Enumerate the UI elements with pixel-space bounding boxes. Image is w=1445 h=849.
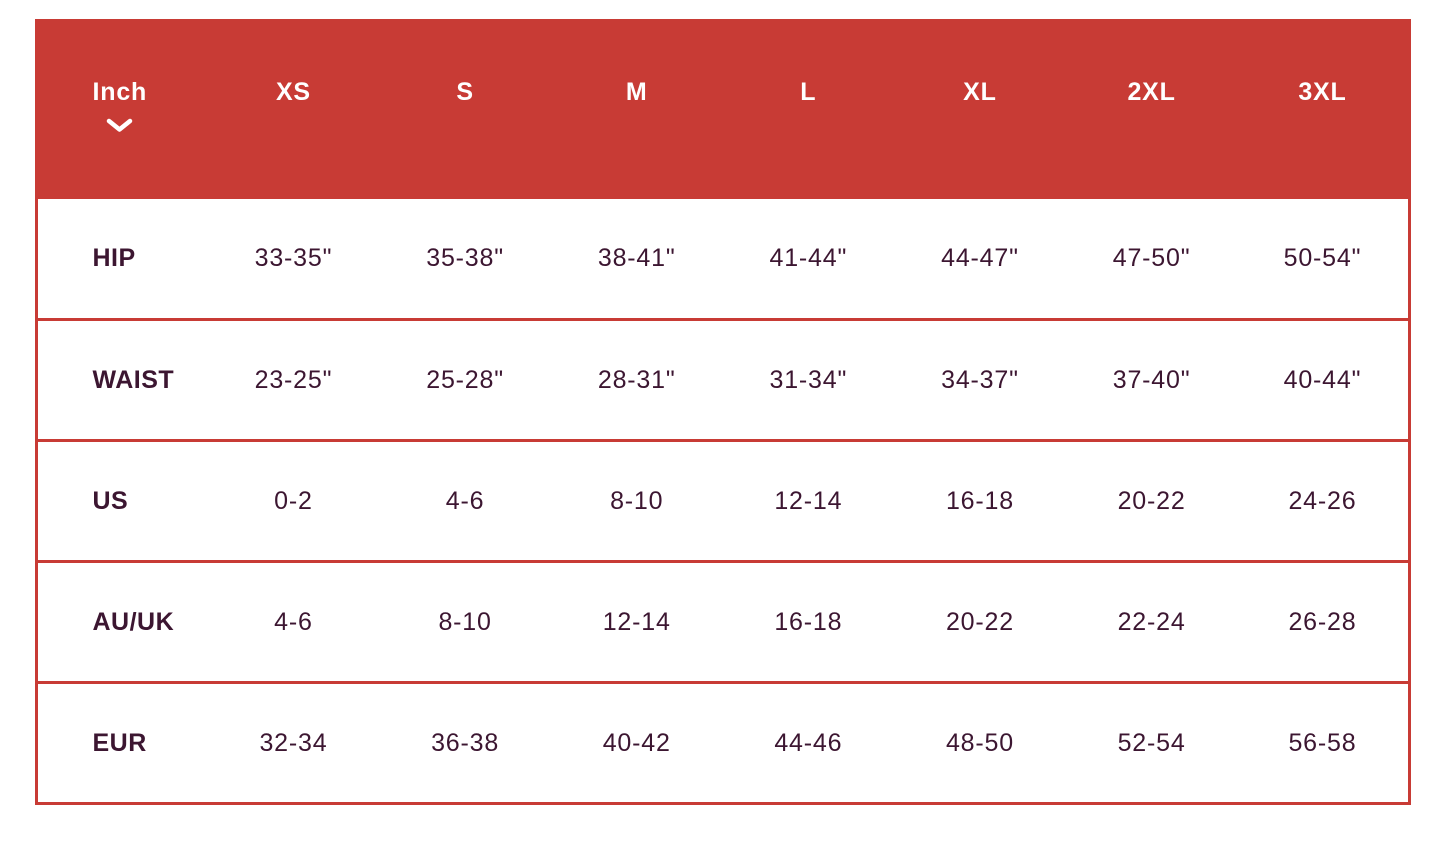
column-header-xs: XS	[207, 20, 380, 199]
row-label: US	[36, 440, 208, 562]
table-row-auuk: AU/UK 4-6 8-10 12-14 16-18 20-22 22-24 2…	[36, 561, 1409, 683]
size-value-cell: 24-26	[1237, 440, 1409, 562]
column-header-label: XS	[275, 78, 311, 107]
size-value-cell: 34-37"	[894, 319, 1066, 441]
size-chart-container: Inch XS S	[34, 19, 1411, 805]
size-value-cell: 40-42	[550, 682, 723, 804]
size-value-cell: 38-41"	[550, 198, 723, 320]
column-header-label: XL	[963, 78, 997, 107]
size-value-cell: 23-25"	[207, 319, 380, 441]
size-value-cell: 22-24	[1065, 561, 1238, 683]
column-header-label: S	[456, 78, 474, 107]
unit-selector-cell[interactable]: Inch	[36, 20, 208, 199]
chevron-down-icon[interactable]	[106, 118, 133, 133]
unit-selector-label[interactable]: Inch	[92, 78, 148, 107]
size-value-cell: 20-22	[1065, 440, 1238, 562]
size-value-cell: 16-18	[894, 440, 1066, 562]
size-value-cell: 48-50	[894, 682, 1066, 804]
size-value-cell: 44-47"	[894, 198, 1066, 320]
unit-selector-icon-slot	[106, 107, 133, 143]
size-value-cell: 44-46	[722, 682, 895, 804]
size-value-cell: 20-22	[894, 561, 1066, 683]
column-header-s: S	[379, 20, 551, 199]
size-value-cell: 12-14	[722, 440, 895, 562]
size-value-cell: 52-54	[1065, 682, 1238, 804]
size-value-cell: 33-35"	[207, 198, 380, 320]
size-value-cell: 36-38	[379, 682, 551, 804]
size-chart-header: Inch XS S	[36, 20, 1409, 199]
size-value-cell: 47-50"	[1065, 198, 1238, 320]
table-row-eur: EUR 32-34 36-38 40-42 44-46 48-50 52-54 …	[36, 682, 1409, 804]
size-value-cell: 50-54"	[1237, 198, 1409, 320]
table-row-waist: WAIST 23-25" 25-28" 28-31" 31-34" 34-37"…	[36, 319, 1409, 441]
column-header-xl: XL	[894, 20, 1066, 199]
size-value-cell: 4-6	[379, 440, 551, 562]
size-value-cell: 8-10	[379, 561, 551, 683]
column-header-label: 3XL	[1298, 78, 1347, 107]
size-value-cell: 12-14	[550, 561, 723, 683]
size-value-cell: 35-38"	[379, 198, 551, 320]
row-label: HIP	[36, 198, 208, 320]
unit-selector[interactable]: Inch	[93, 77, 148, 143]
column-header-label: M	[625, 78, 648, 107]
size-value-cell: 8-10	[550, 440, 723, 562]
row-label: WAIST	[36, 319, 208, 441]
size-value-cell: 56-58	[1237, 682, 1409, 804]
column-header-3xl: 3XL	[1237, 20, 1409, 199]
row-label: AU/UK	[36, 561, 208, 683]
size-value-cell: 25-28"	[379, 319, 551, 441]
size-value-cell: 16-18	[722, 561, 895, 683]
size-value-cell: 32-34	[207, 682, 380, 804]
size-value-cell: 31-34"	[722, 319, 895, 441]
size-value-cell: 4-6	[207, 561, 380, 683]
size-value-cell: 0-2	[207, 440, 380, 562]
size-chart-table: Inch XS S	[34, 19, 1411, 805]
column-header-m: M	[550, 20, 723, 199]
size-chart-body: HIP 33-35" 35-38" 38-41" 41-44" 44-47" 4…	[36, 198, 1409, 804]
size-value-cell: 28-31"	[550, 319, 723, 441]
row-label: EUR	[36, 682, 208, 804]
table-row-hip: HIP 33-35" 35-38" 38-41" 41-44" 44-47" 4…	[36, 198, 1409, 320]
column-header-l: L	[722, 20, 895, 199]
size-value-cell: 37-40"	[1065, 319, 1238, 441]
table-row-us: US 0-2 4-6 8-10 12-14 16-18 20-22 24-26	[36, 440, 1409, 562]
column-header-2xl: 2XL	[1065, 20, 1238, 199]
column-header-label: L	[800, 78, 817, 107]
size-value-cell: 26-28	[1237, 561, 1409, 683]
size-value-cell: 41-44"	[722, 198, 895, 320]
header-row: Inch XS S	[36, 20, 1409, 199]
size-value-cell: 40-44"	[1237, 319, 1409, 441]
column-header-label: 2XL	[1127, 78, 1176, 107]
